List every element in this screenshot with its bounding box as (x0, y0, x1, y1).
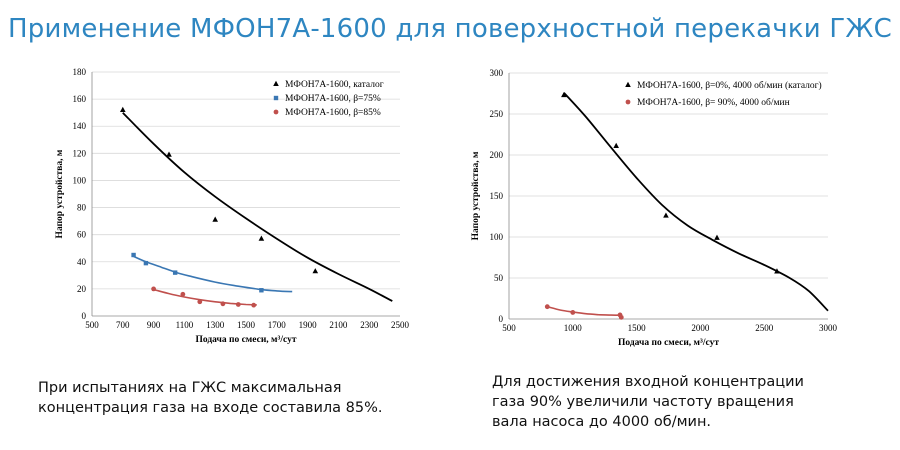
y-tick-label: 120 (73, 148, 87, 158)
chart-catalog-vs-gas: 0 20 40 60 80 100 120 140 160 180 500 700 900 1100 130… (54, 67, 410, 345)
y-tick-label: 20 (77, 284, 87, 294)
x-tick-label: 3000 (819, 323, 838, 333)
note-right: Для достижения входной концентрации газа… (492, 374, 804, 430)
legend-marker (273, 80, 279, 86)
data-point (561, 91, 567, 98)
y-tick-label: 200 (490, 150, 504, 160)
trend-line (133, 255, 293, 293)
x-tick-label: 2500 (391, 320, 410, 330)
x-tick-label: 1900 (299, 320, 318, 330)
x-tick-label: 2300 (360, 320, 379, 330)
y-tick-label: 50 (494, 273, 504, 283)
x-axis-title: Подача по смеси, м³/сут (618, 338, 719, 348)
data-point (166, 151, 172, 157)
x-tick-label: 2500 (755, 323, 774, 333)
x-tick-label: 700 (116, 320, 130, 330)
y-tick-label: 100 (73, 175, 87, 185)
legend-marker (625, 99, 631, 105)
y-axis-title: Напор устройства, м (470, 151, 481, 240)
y-axis-title: Напор устройства, м (54, 149, 65, 238)
data-point (212, 216, 218, 222)
y-tick-label: 60 (77, 230, 87, 240)
trend-line (547, 305, 622, 316)
x-tick-label: 500 (502, 323, 516, 333)
data-point (172, 270, 178, 275)
y-tick-label: 300 (490, 68, 504, 78)
y-tick-label: 140 (73, 121, 87, 131)
data-point (120, 106, 126, 112)
y-tick-label: 100 (490, 232, 504, 242)
y-tick-label: 180 (73, 67, 87, 77)
data-point (180, 291, 186, 297)
data-point (312, 268, 319, 274)
trend-line (122, 112, 393, 302)
legend-marker (625, 81, 631, 87)
x-tick-label: 1500 (628, 323, 647, 333)
data-point (774, 268, 780, 274)
legend-label: МФОН7А-1600, каталог (285, 80, 384, 90)
y-tick-label: 250 (490, 109, 504, 119)
data-point (131, 252, 136, 258)
data-point (197, 299, 203, 305)
data-point (151, 286, 157, 292)
legend-marker (273, 109, 279, 115)
x-tick-label: 1300 (206, 320, 225, 330)
data-point (663, 212, 669, 218)
trend-line (153, 288, 257, 306)
x-tick-label: 1500 (237, 320, 256, 330)
data-point (251, 302, 257, 308)
data-point (714, 234, 720, 240)
y-tick-label: 0 (499, 314, 504, 324)
y-tick-label: 160 (73, 94, 87, 104)
legend-label: МФОН7А-1600, β=75% (285, 94, 381, 104)
y-tick-label: 0 (82, 311, 87, 321)
x-tick-label: 500 (85, 320, 99, 330)
legend-label: МФОН7А-1600, β= 90%, 4000 об/мин (637, 97, 790, 108)
trend-line (563, 92, 829, 312)
x-tick-label: 2100 (329, 320, 348, 330)
data-point (613, 142, 619, 148)
chart-4000rpm: 0 50 100 150 200 250 300 500 1000 1500 2000 2500 300… (470, 68, 838, 348)
page-title: Применение МФОН7А-1600 для поверхностной… (8, 14, 892, 44)
data-point (570, 310, 576, 315)
legend-marker (273, 95, 279, 101)
y-tick-label: 150 (490, 191, 504, 201)
y-tick-label: 80 (77, 203, 87, 213)
note-left: При испытаниях на ГЖС максимальная конце… (38, 380, 383, 416)
legend-label: МФОН7А-1600, β=85% (285, 108, 381, 118)
data-point (143, 260, 149, 266)
x-tick-label: 900 (147, 320, 161, 330)
x-tick-label: 1000 (564, 323, 583, 333)
x-axis-title: Подача по смеси, м³/сут (195, 335, 296, 345)
x-tick-label: 1100 (176, 320, 194, 330)
data-point (259, 288, 264, 293)
data-point (235, 302, 241, 307)
legend-label: МФОН7А-1600, β=0%, 4000 об/мин (каталог) (637, 80, 822, 91)
data-point (544, 304, 550, 310)
x-tick-label: 2000 (691, 323, 710, 333)
data-point (258, 235, 265, 241)
y-tick-label: 40 (77, 257, 87, 267)
data-point (618, 314, 624, 320)
x-tick-label: 1700 (268, 320, 287, 330)
data-point (220, 301, 226, 307)
